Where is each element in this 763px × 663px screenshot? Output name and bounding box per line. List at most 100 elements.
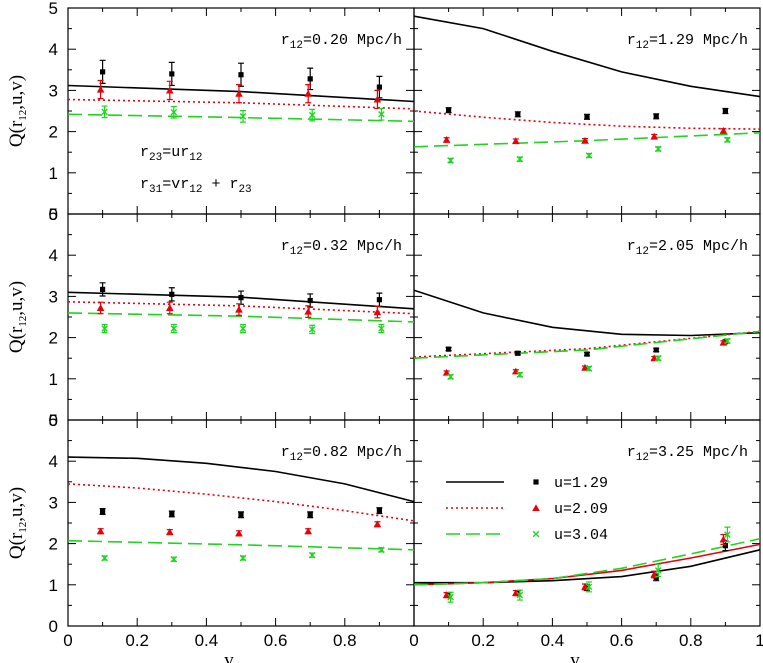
panel-5-r12-label: r12=3.25 Mpc/h bbox=[627, 444, 748, 464]
panel-1-point-u304-0 bbox=[447, 157, 454, 164]
panel-5-curve-u209 bbox=[413, 543, 761, 586]
panel-3-curve-u129 bbox=[413, 289, 761, 337]
panel-3-point-u209-2 bbox=[581, 363, 589, 371]
panel-3-point-u304-2 bbox=[585, 365, 593, 372]
panel-5-point-u209-1 bbox=[512, 589, 520, 597]
text-labels: 0 1 2 3 4 5 Q(r12,u,v) r12=0.20 Mpc/h r12=1.29 M… bbox=[6, 0, 763, 663]
panel-0-r12-label: r12=0.20 Mpc/h bbox=[281, 32, 402, 52]
panel-1-point-u304-1 bbox=[516, 155, 524, 163]
panel-5-point-u304-2 bbox=[585, 583, 593, 591]
panel-3-point-u129-2 bbox=[584, 351, 590, 357]
panel-3-point-u304-3 bbox=[654, 354, 662, 362]
panel-2-point-u209-4 bbox=[373, 308, 382, 316]
panel-2-point-u129-3 bbox=[307, 297, 313, 304]
panel-0-point-u209-0 bbox=[96, 85, 105, 93]
axes-layer bbox=[67, 7, 761, 627]
panel-0-point-u129-4 bbox=[376, 84, 382, 90]
panel-0-ytick-label-5: 5 bbox=[49, 0, 58, 18]
panel-2-ytick-label-1: 1 bbox=[49, 370, 58, 389]
panel-0-ytick-label-2: 2 bbox=[49, 123, 58, 142]
panel-4-point-u304-3 bbox=[308, 551, 316, 559]
panel-0-point-u304-3 bbox=[308, 111, 316, 119]
panel-5-point-u209-3 bbox=[650, 570, 658, 578]
panel-2-point-u209-2 bbox=[235, 305, 243, 313]
panel-1-r12-label: r12=1.29 Mpc/h bbox=[627, 32, 748, 52]
panel-1-point-u209-4 bbox=[719, 126, 728, 134]
panel-4-xtick-label-3: 0.6 bbox=[264, 631, 288, 650]
panel-0-point-u129-0 bbox=[100, 69, 106, 75]
panel-5-point-u209-4 bbox=[719, 535, 728, 543]
panel-3-point-u129-3 bbox=[653, 347, 659, 353]
model-curves bbox=[67, 15, 761, 586]
panel-2-point-u304-3 bbox=[308, 326, 316, 333]
panel-2-ytick-label-2: 2 bbox=[49, 329, 58, 348]
panel-2-r12-label: r12=0.32 Mpc/h bbox=[281, 238, 402, 258]
panel-5-xlabel: v bbox=[570, 650, 580, 663]
panel-0-point-u129-3 bbox=[307, 76, 313, 82]
panel-5-xtick-label-4: 0.8 bbox=[679, 631, 703, 650]
panel-4-ytick-label-4: 4 bbox=[49, 452, 58, 471]
panel-1-point-u209-1 bbox=[512, 137, 520, 145]
panel-0-ytick-label-1: 1 bbox=[49, 164, 58, 183]
panel-2-ytick-label-5: 5 bbox=[49, 205, 58, 224]
legend-marker-u304 bbox=[532, 530, 540, 538]
panel-3-point-u129-1 bbox=[515, 350, 521, 356]
panel-2-point-u209-0 bbox=[96, 304, 105, 311]
panel-2-point-u209-1 bbox=[166, 304, 174, 311]
panel-4-point-u209-2 bbox=[235, 529, 243, 537]
panel-4-xtick-label-2: 0.4 bbox=[195, 631, 219, 650]
panel-5-xtick-label-5: 1 bbox=[755, 631, 763, 650]
panel-4-point-u129-4 bbox=[376, 508, 382, 514]
panel-0-point-u129-1 bbox=[169, 71, 175, 77]
panel-4-ytick-label-1: 1 bbox=[49, 576, 58, 595]
panel-4-ylabel: Q(r12,u,v) bbox=[6, 487, 29, 559]
panel-4-point-u129-3 bbox=[307, 512, 313, 518]
panel-4-xtick-label-1: 0.2 bbox=[125, 631, 149, 650]
panel-0-ytick-label-4: 4 bbox=[49, 40, 58, 59]
panel-4-r12-label: r12=0.82 Mpc/h bbox=[281, 444, 402, 464]
panel-2-point-u209-3 bbox=[304, 307, 312, 315]
panel-0-point-u129-2 bbox=[238, 72, 244, 78]
panel-1-point-u304-2 bbox=[585, 152, 593, 159]
panel-0-point-u209-1 bbox=[166, 86, 174, 94]
panel-2-ytick-label-0: 0 bbox=[49, 411, 58, 430]
panel-4-point-u209-0 bbox=[96, 527, 105, 535]
panel-3-point-u304-4 bbox=[724, 337, 731, 345]
panel-4-point-u304-0 bbox=[101, 554, 108, 562]
panel-1-point-u129-2 bbox=[584, 114, 590, 120]
panel-0-curve-u129 bbox=[67, 84, 415, 103]
panel-4-point-u209-1 bbox=[166, 528, 174, 536]
panel-1-point-u209-2 bbox=[581, 136, 589, 144]
panel-4-ytick-label-2: 2 bbox=[49, 535, 58, 554]
panel-2-curve-u304 bbox=[67, 312, 415, 323]
panel-4-ytick-label-3: 3 bbox=[49, 493, 58, 512]
panel-3-point-u129-4 bbox=[722, 339, 728, 345]
panel-4-point-u129-0 bbox=[100, 508, 106, 515]
panel-0-ylabel: Q(r12,u,v) bbox=[6, 75, 29, 147]
panel-5-xtick-label-1: 0.2 bbox=[471, 631, 495, 650]
panel-1-point-u209-0 bbox=[442, 136, 451, 143]
panel-2-ylabel: Q(r12,u,v) bbox=[6, 281, 29, 353]
panel-1-point-u129-4 bbox=[722, 108, 728, 114]
panel-0-point-u304-1 bbox=[170, 108, 178, 116]
panel-2-ytick-label-3: 3 bbox=[49, 287, 58, 306]
panel-1-point-u304-3 bbox=[654, 145, 662, 153]
panel-4-point-u304-2 bbox=[239, 554, 247, 562]
panel-4-xtick-label-4: 0.8 bbox=[333, 631, 357, 650]
panel-5-point-u304-3 bbox=[654, 567, 662, 574]
panel-4-point-u129-2 bbox=[238, 512, 244, 518]
legend-label-u304: u=3.04 bbox=[554, 527, 608, 544]
panel-4-xlabel: v bbox=[224, 650, 234, 663]
panel-3-point-u129-0 bbox=[446, 346, 452, 352]
panel-0-point-u209-3 bbox=[304, 89, 312, 97]
panel-0-point-u209-4 bbox=[373, 95, 382, 103]
panel-0-point-u304-0 bbox=[101, 108, 108, 116]
legend-marker-u129 bbox=[533, 479, 539, 485]
legend-label-u209: u=2.09 bbox=[554, 501, 608, 518]
panel-2-point-u129-1 bbox=[169, 291, 175, 297]
annotation-0-line1: r23=ur12 bbox=[140, 144, 202, 164]
panel-1-curve-u129 bbox=[413, 15, 761, 98]
panel-2-point-u129-0 bbox=[100, 286, 106, 292]
annotation-0-line2: r31=vr12 + r23 bbox=[140, 176, 252, 196]
